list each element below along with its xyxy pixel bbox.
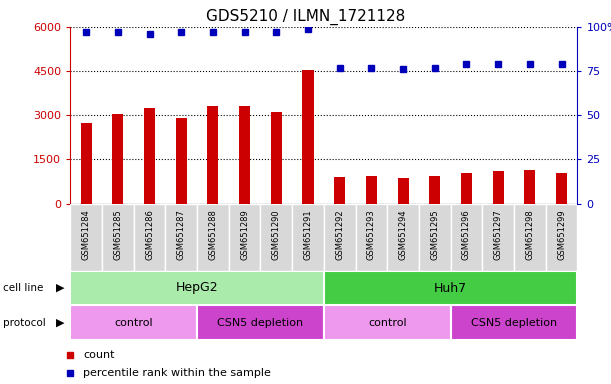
Text: count: count [83, 350, 114, 360]
FancyBboxPatch shape [292, 204, 324, 271]
FancyBboxPatch shape [514, 204, 546, 271]
FancyBboxPatch shape [102, 204, 134, 271]
Text: ▶: ▶ [56, 318, 64, 328]
Text: ▶: ▶ [56, 283, 64, 293]
Text: GSM651292: GSM651292 [335, 209, 344, 260]
FancyBboxPatch shape [260, 204, 292, 271]
Text: GSM651285: GSM651285 [113, 209, 122, 260]
FancyBboxPatch shape [482, 204, 514, 271]
Bar [197, 305, 324, 340]
FancyBboxPatch shape [134, 204, 166, 271]
Text: control: control [114, 318, 153, 328]
Text: GSM651290: GSM651290 [272, 209, 281, 260]
Bar [239, 106, 250, 204]
Bar [429, 175, 441, 204]
FancyBboxPatch shape [70, 204, 102, 271]
Text: GSM651288: GSM651288 [208, 209, 218, 260]
Bar [324, 305, 450, 340]
Bar [271, 112, 282, 204]
Text: Huh7: Huh7 [434, 281, 467, 295]
FancyBboxPatch shape [546, 204, 577, 271]
Text: GSM651295: GSM651295 [430, 209, 439, 260]
FancyBboxPatch shape [324, 204, 356, 271]
Text: cell line: cell line [3, 283, 43, 293]
FancyBboxPatch shape [419, 204, 451, 271]
Bar [492, 171, 503, 204]
Bar [366, 175, 377, 204]
Bar [302, 70, 313, 204]
Bar [556, 173, 567, 204]
Bar [112, 114, 123, 204]
Bar [175, 118, 187, 204]
FancyBboxPatch shape [229, 204, 260, 271]
Bar [70, 305, 197, 340]
Text: CSN5 depletion: CSN5 depletion [471, 318, 557, 328]
Bar [81, 122, 92, 204]
FancyBboxPatch shape [356, 204, 387, 271]
Bar [324, 271, 577, 305]
Bar [70, 271, 324, 305]
Text: GDS5210 / ILMN_1721128: GDS5210 / ILMN_1721128 [206, 9, 405, 25]
Text: GSM651299: GSM651299 [557, 209, 566, 260]
Text: GSM651286: GSM651286 [145, 209, 154, 260]
Text: CSN5 depletion: CSN5 depletion [218, 318, 304, 328]
Text: GSM651297: GSM651297 [494, 209, 503, 260]
Text: GSM651284: GSM651284 [82, 209, 90, 260]
Text: GSM651293: GSM651293 [367, 209, 376, 260]
FancyBboxPatch shape [197, 204, 229, 271]
Bar [524, 170, 535, 204]
Text: GSM651287: GSM651287 [177, 209, 186, 260]
FancyBboxPatch shape [451, 204, 482, 271]
Bar [450, 305, 577, 340]
Bar [461, 173, 472, 204]
Text: control: control [368, 318, 406, 328]
Text: GSM651289: GSM651289 [240, 209, 249, 260]
Text: GSM651294: GSM651294 [398, 209, 408, 260]
Bar [207, 106, 219, 204]
FancyBboxPatch shape [387, 204, 419, 271]
Bar [144, 108, 155, 204]
Bar [398, 179, 409, 204]
FancyBboxPatch shape [166, 204, 197, 271]
Text: GSM651296: GSM651296 [462, 209, 471, 260]
Text: GSM651291: GSM651291 [304, 209, 312, 260]
Bar [334, 177, 345, 204]
Text: GSM651298: GSM651298 [525, 209, 535, 260]
Text: percentile rank within the sample: percentile rank within the sample [83, 368, 271, 378]
Text: protocol: protocol [3, 318, 46, 328]
Text: HepG2: HepG2 [176, 281, 218, 295]
